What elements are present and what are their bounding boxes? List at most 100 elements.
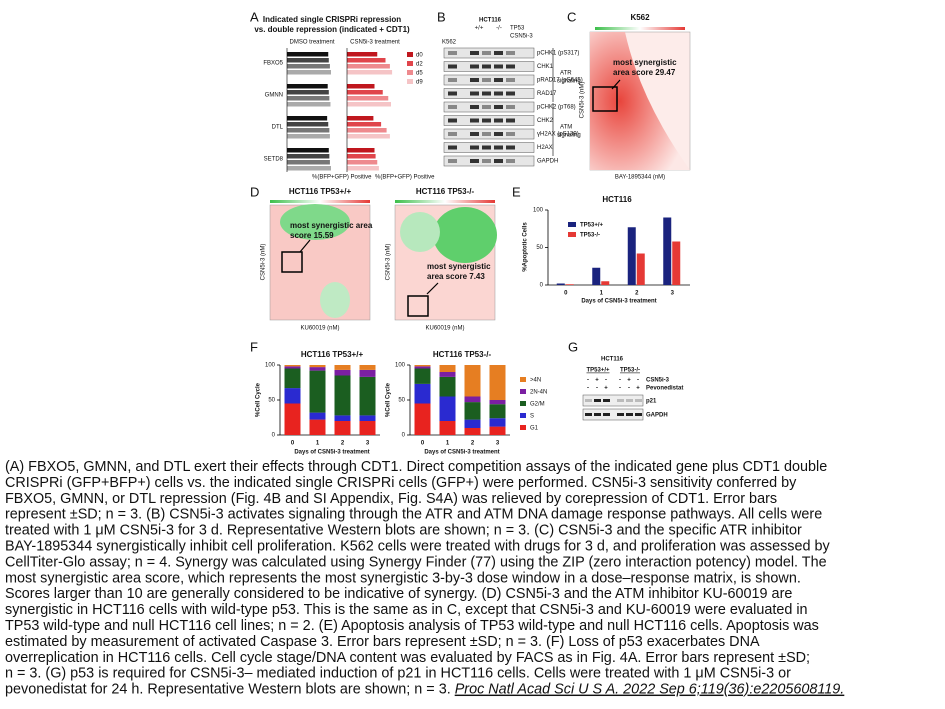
caption-line: treated with 1 μM CSN5i-3 for 3 d. Repre… (5, 523, 802, 539)
caption-text: most synergistic area score, which repre… (5, 570, 801, 586)
caption-text: pevonedistat for 24 h. Representative We… (5, 682, 455, 698)
label: >4N (530, 378, 541, 384)
label: 50 (398, 398, 405, 404)
caption-text: CRISPRi (GFP+BFP+) cells vs. the indicat… (5, 475, 797, 491)
bar (287, 70, 331, 75)
label: - (637, 378, 639, 384)
legend-swatch (407, 52, 413, 57)
label: + (604, 386, 608, 392)
panel-label: E (512, 184, 521, 199)
label: 0 (564, 291, 568, 297)
caption-line: n = 3. (G) p53 is required for CSN5i-3– … (5, 666, 791, 682)
label: 3 (671, 291, 675, 297)
bar (287, 160, 330, 165)
band (494, 132, 503, 136)
label: CSN5i-3 (nM) (261, 244, 267, 281)
band (494, 64, 503, 69)
bar (347, 160, 378, 165)
label: BAY-1895344 (nM) (615, 175, 665, 181)
caption-line: overreplication in HCT116 cells. Cell cy… (5, 650, 810, 666)
bar-segment (464, 419, 481, 428)
label: pRAD17 (pS645) (537, 78, 583, 84)
band (448, 64, 457, 69)
label: CSN5i-3 (nM) (386, 244, 392, 281)
band (617, 399, 624, 402)
caption-text: TP53 wild-type and null HCT116 cell line… (5, 618, 819, 634)
bar-segment (439, 376, 456, 397)
label: K562 (442, 40, 457, 46)
caption-text: Scores larger than 10 are generally cons… (5, 586, 792, 602)
label: 0 (540, 283, 544, 289)
label: TP53-/- (580, 233, 600, 239)
label: HCT116 TP53+/+ (301, 350, 364, 359)
caption-line: most synergistic area score, which repre… (5, 570, 801, 586)
bar-segment (439, 396, 456, 421)
band (448, 132, 457, 136)
label: %(BFP+GFP) Positive (312, 175, 372, 181)
band (494, 51, 503, 55)
band (482, 64, 491, 69)
band (506, 118, 515, 123)
bar-segment (309, 370, 326, 413)
label: d9 (416, 80, 423, 86)
label: CHK1 (537, 64, 554, 70)
bar-segment (489, 365, 506, 400)
bar-segment (359, 365, 376, 370)
band (470, 105, 479, 109)
caption-line: FBXO5, GMNN, or DTL repression (Fig. 4B … (5, 491, 777, 507)
bar (347, 128, 387, 133)
band (470, 91, 479, 96)
bar (287, 102, 331, 107)
bar-segment (309, 365, 326, 368)
bar (287, 58, 329, 63)
legend-swatch (568, 222, 576, 227)
label: DTL (272, 125, 284, 131)
label: 2 (635, 291, 639, 297)
caption-text: BAY-1895344 synergistically inhibit cell… (5, 539, 831, 555)
caption-text: FBXO5, GMNN, or DTL repression (Fig. 4B … (5, 491, 777, 507)
label: d5 (416, 71, 423, 77)
band (494, 105, 503, 109)
label: 3 (496, 441, 500, 447)
caption-line: Scores larger than 10 are generally cons… (5, 586, 792, 602)
bar (565, 284, 574, 285)
label: HCT116 (601, 357, 624, 363)
band (635, 413, 642, 416)
bar (672, 241, 681, 285)
bar (347, 166, 379, 171)
label: %(BFP+GFP) Positive (375, 175, 435, 181)
bar (287, 64, 330, 69)
caption-text: (A) FBXO5, GMNN, and DTL exert their eff… (5, 459, 827, 475)
bar (287, 128, 330, 133)
label: CSN5i-3 treatment (350, 40, 400, 46)
band (603, 413, 610, 416)
caption-text: overreplication in HCT116 cells. Cell cy… (5, 650, 810, 666)
band (482, 105, 491, 109)
label: d0 (416, 53, 423, 59)
band (470, 132, 479, 136)
label: pCHK1 (pS317) (537, 51, 579, 57)
band (626, 413, 633, 416)
panel-label: B (437, 9, 446, 24)
label: most synergistic (427, 262, 491, 271)
caption-line: pevonedistat for 24 h. Representative We… (5, 682, 844, 698)
band (594, 413, 601, 416)
bar (347, 148, 375, 153)
bar (556, 283, 565, 285)
label: ATR (560, 71, 572, 77)
band (482, 132, 491, 136)
bar (287, 148, 329, 153)
label: +/+ (475, 26, 484, 32)
band (482, 159, 491, 163)
panel-label: C (567, 9, 576, 24)
bar-segment (334, 421, 351, 435)
label: 100 (533, 208, 544, 214)
bar-segment (414, 403, 431, 435)
label: Days of CSN5i-3 treatment (294, 450, 369, 456)
bar-segment (334, 365, 351, 370)
legend-swatch (520, 389, 526, 394)
band (470, 51, 479, 55)
label: S (530, 414, 534, 420)
bar (663, 217, 672, 285)
label: - (596, 386, 598, 392)
